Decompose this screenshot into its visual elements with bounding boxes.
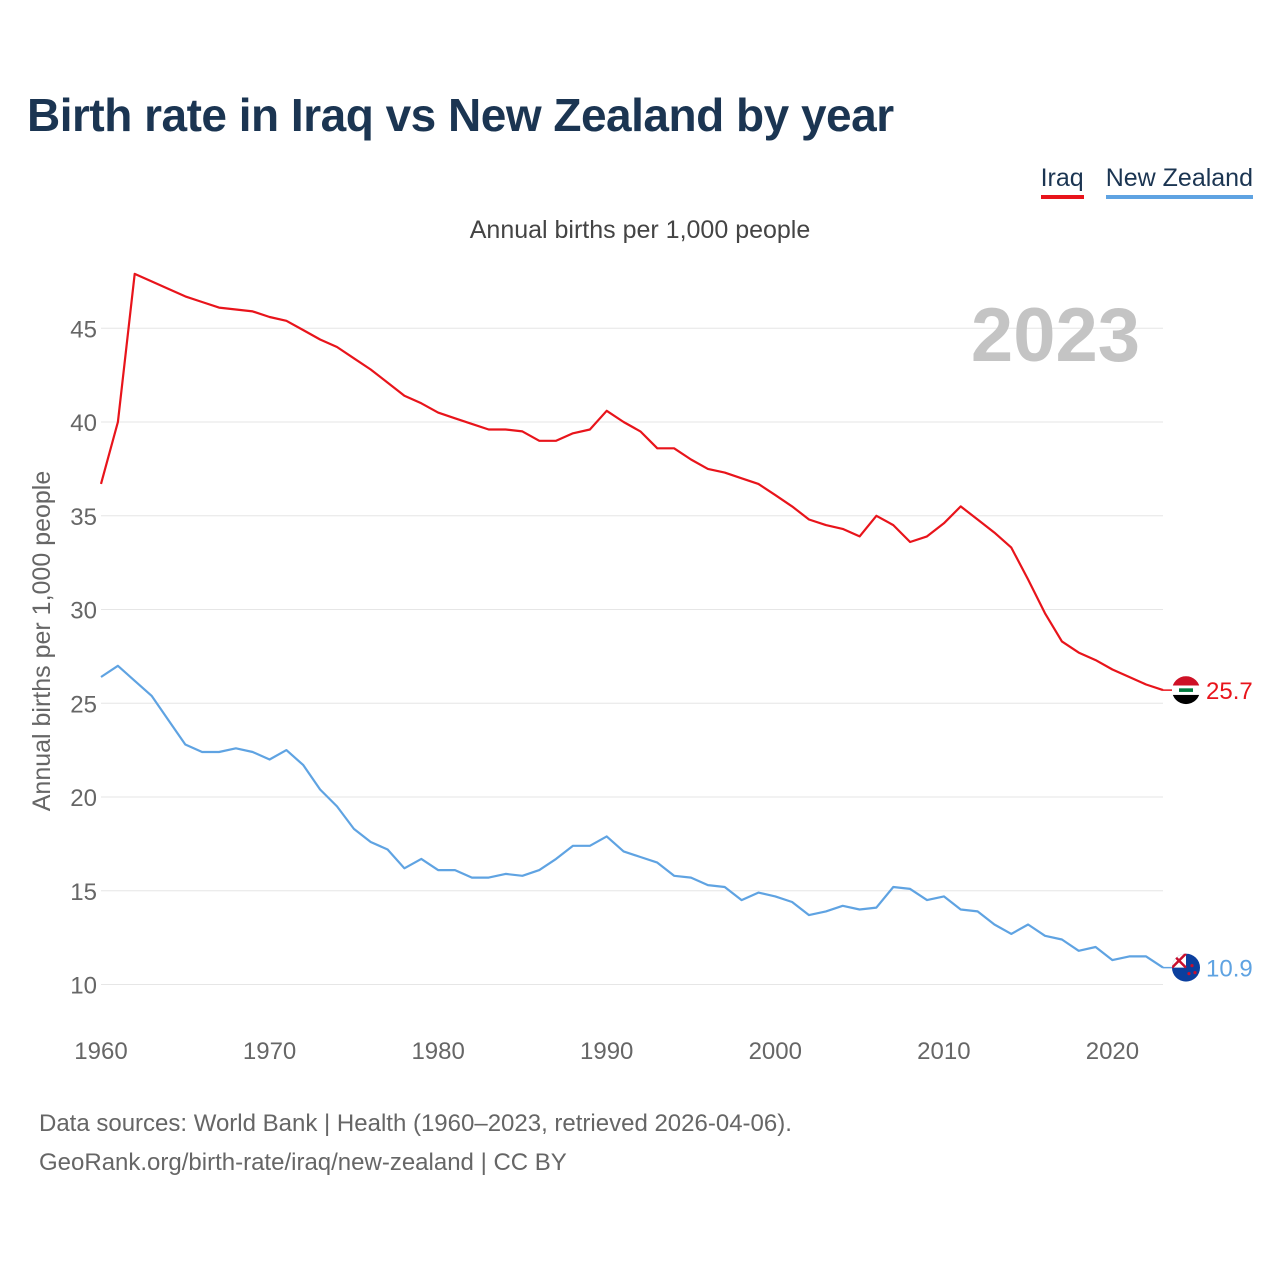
- y-tick-label-30: 30: [70, 598, 97, 625]
- footer: Data sources: World Bank | Health (1960–…: [39, 1104, 792, 1182]
- y-tick-label-40: 40: [70, 410, 97, 437]
- y-tick-label-25: 25: [70, 691, 97, 718]
- end-markers: 25.7 10.9: [1163, 676, 1253, 983]
- end-value-label-new-zealand: 10.9: [1206, 956, 1253, 983]
- y-tick-label-15: 15: [70, 879, 97, 906]
- chart-subtitle: Annual births per 1,000 people: [469, 216, 811, 244]
- series-line-iraq: [99, 272, 1164, 692]
- x-tick-label-1980: 1980: [411, 1038, 464, 1065]
- flag-icon-iraq: [1172, 676, 1200, 705]
- end-value-label-iraq: 25.7: [1206, 678, 1253, 705]
- x-tick-label-2000: 2000: [749, 1038, 802, 1065]
- footer-link[interactable]: GeoRank.org/birth-rate/iraq/new-zealand …: [39, 1149, 567, 1176]
- y-tick-label-20: 20: [70, 785, 97, 812]
- x-tick-label-1970: 1970: [243, 1038, 296, 1065]
- line-chart: 10 15 20 25 30 35 40 45 1960 1970 1980 1990 2000 201…: [28, 272, 1253, 1065]
- legend: Iraq New Zealand: [1040, 164, 1253, 199]
- y-tick-label-10: 10: [70, 973, 97, 1000]
- flag-icon-new-zealand: [1172, 953, 1200, 982]
- x-tick-label-1990: 1990: [580, 1038, 633, 1065]
- series-line-new-zealand: [100, 664, 1164, 969]
- y-tick-label-45: 45: [70, 316, 97, 343]
- x-tick-label-2010: 2010: [917, 1038, 970, 1065]
- y-tick-label-35: 35: [70, 504, 97, 531]
- page-title: Birth rate in Iraq vs New Zealand by yea…: [27, 89, 894, 141]
- legend-item-iraq[interactable]: Iraq: [1040, 164, 1084, 199]
- x-tick-label-1960: 1960: [74, 1038, 127, 1065]
- y-axis-label: Annual births per 1,000 people: [28, 471, 56, 812]
- legend-item-new-zealand[interactable]: New Zealand: [1105, 164, 1253, 199]
- x-axis-ticks: 1960 1970 1980 1990 2000 2010 2020: [74, 1038, 1139, 1065]
- footer-sources: Data sources: World Bank | Health (1960–…: [39, 1110, 792, 1137]
- series-lines: [99, 272, 1164, 969]
- y-axis-ticks: 10 15 20 25 30 35 40 45: [70, 316, 97, 999]
- x-tick-label-2020: 2020: [1086, 1038, 1139, 1065]
- year-label: 2023: [971, 293, 1140, 378]
- grid-lines: [101, 327, 1163, 985]
